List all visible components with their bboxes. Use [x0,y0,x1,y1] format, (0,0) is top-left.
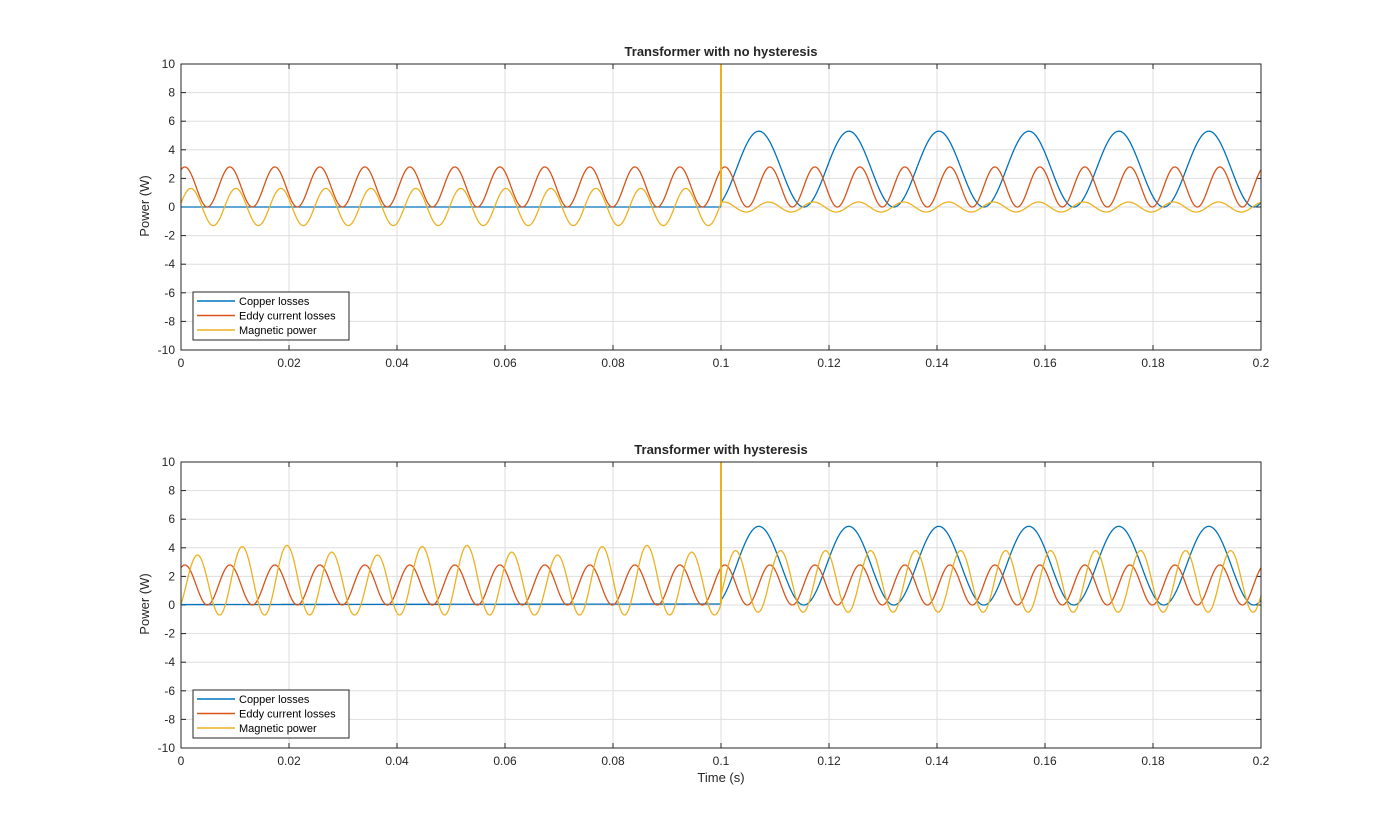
y-axis-label: Power (W) [137,175,152,236]
axes-box [180,63,1262,351]
y-tick-label: -2 [164,627,175,641]
x-tick-label: 0.2 [1253,754,1270,768]
x-tick-label: 0.06 [493,754,517,768]
y-tick-label: 0 [168,598,175,612]
y-tick-label: -6 [164,684,175,698]
x-tick-label: 0.12 [817,356,841,370]
series-line-magnetic-power [180,462,1262,616]
subplot-with-hysteresis: Transformer with hysteresis Power (W) Ti… [137,442,1270,785]
x-tick-label: 0.1 [713,356,730,370]
y-tick-label: -4 [164,257,175,271]
subplot-title: Transformer with hysteresis [634,442,807,457]
y-axis-label: Power (W) [137,573,152,634]
x-tick-label: 0.04 [385,754,409,768]
y-tick-label: 4 [168,143,175,157]
y-tick-label: -8 [164,712,175,726]
subplot-no-hysteresis: Transformer with no hysteresis Power (W)… [137,44,1270,370]
legend-entry: Magnetic power [239,325,317,337]
x-tick-label: 0.08 [601,356,625,370]
x-tick-label: 0.1 [713,754,730,768]
y-tick-label: -10 [158,343,176,357]
legend-entry: Magnetic power [239,723,317,735]
x-tick-label: 0.2 [1253,356,1270,370]
y-tick-label: 8 [168,484,175,498]
y-tick-label: -8 [164,314,175,328]
x-tick-label: 0 [178,754,185,768]
y-tick-label: 2 [168,569,175,583]
y-tick-label: 8 [168,86,175,100]
y-tick-label: -2 [164,229,175,243]
y-tick-label: 2 [168,171,175,185]
y-tick-label: -4 [164,655,175,669]
legend: Copper losses Eddy current losses Magnetic… [192,291,350,341]
subplot-title: Transformer with no hysteresis [625,44,818,59]
x-tick-label: 0.18 [1141,754,1165,768]
y-tick-label: 0 [168,200,175,214]
legend-entry: Eddy current losses [239,311,336,323]
y-tick-label: -10 [158,741,176,755]
x-tick-label: 0.14 [925,356,949,370]
x-axis-label: Time (s) [697,770,744,785]
x-tick-label: 0.12 [817,754,841,768]
axes-box [180,461,1262,749]
y-tick-label: -6 [164,286,175,300]
x-tick-label: 0.02 [277,754,301,768]
legend-entry: Eddy current losses [239,709,336,721]
x-tick-label: 0.08 [601,754,625,768]
legend: Copper losses Eddy current losses Magnetic… [192,689,350,739]
series-line-magnetic-power [180,64,1262,227]
y-tick-label: 6 [168,114,175,128]
x-tick-label: 0.18 [1141,356,1165,370]
x-tick-label: 0.16 [1033,356,1057,370]
x-tick-label: 0.06 [493,356,517,370]
x-tick-label: 0.16 [1033,754,1057,768]
x-tick-label: 0.04 [385,356,409,370]
y-tick-label: 4 [168,541,175,555]
x-tick-label: 0 [178,356,185,370]
legend-entry: Copper losses [239,296,310,308]
x-tick-label: 0.02 [277,356,301,370]
x-tick-label: 0.14 [925,754,949,768]
y-tick-label: 10 [162,57,176,71]
y-tick-label: 6 [168,512,175,526]
y-tick-label: 10 [162,455,176,469]
legend-entry: Copper losses [239,694,310,706]
